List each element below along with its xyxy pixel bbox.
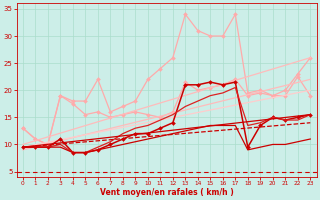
X-axis label: Vent moyen/en rafales ( km/h ): Vent moyen/en rafales ( km/h ) [100, 188, 234, 197]
